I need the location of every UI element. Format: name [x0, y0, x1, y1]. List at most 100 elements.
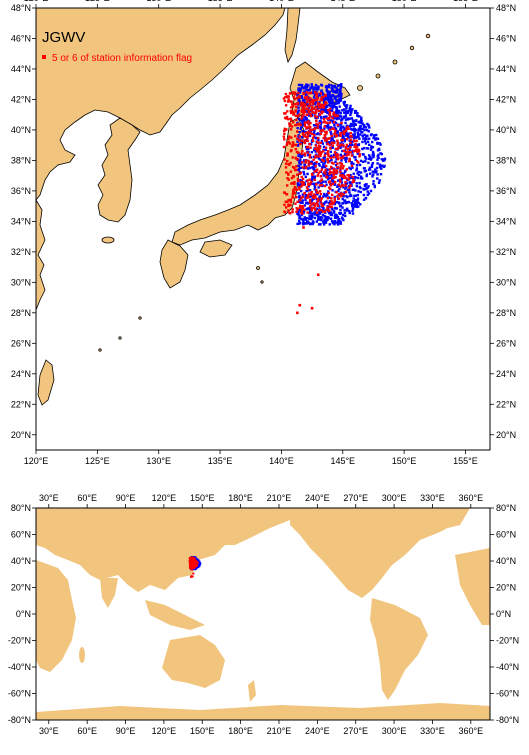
flag-station-point — [335, 155, 338, 158]
flag-station-point — [314, 156, 317, 159]
bottom-xtick-label-top: 120°E — [152, 493, 177, 503]
station-point — [298, 221, 302, 225]
flag-station-point — [332, 111, 335, 114]
station-point — [368, 166, 372, 169]
flag-station-point — [298, 172, 302, 175]
flag-station-point — [308, 192, 311, 195]
station-point — [314, 101, 318, 104]
station-point — [313, 184, 316, 187]
flag-station-point — [325, 130, 328, 134]
station-point — [347, 200, 351, 204]
station-point — [349, 122, 353, 126]
station-point — [311, 175, 314, 178]
station-point — [325, 195, 328, 198]
station-point — [336, 185, 339, 188]
station-point — [367, 161, 370, 165]
flag-station-point — [301, 103, 304, 107]
flag-station-point — [350, 135, 353, 138]
station-point — [320, 121, 323, 124]
station-point — [302, 173, 306, 176]
station-point — [330, 140, 333, 143]
station-point — [341, 202, 344, 205]
station-point — [310, 213, 313, 217]
station-point — [304, 198, 307, 202]
flag-station-point — [352, 149, 356, 153]
station-point — [299, 189, 303, 193]
flag-station-point — [289, 123, 292, 126]
global-flag-station-point — [191, 560, 194, 563]
bottom-xtick-label-top: 30°E — [39, 493, 59, 503]
flag-station-point — [291, 196, 295, 199]
flag-station-point — [340, 163, 344, 166]
station-point — [365, 128, 369, 132]
station-point — [356, 176, 359, 180]
station-point — [339, 211, 343, 215]
station-point — [300, 83, 304, 87]
global-flag-station-point — [190, 566, 193, 569]
flag-station-point — [284, 206, 288, 209]
flag-station-point — [346, 125, 349, 129]
bottom-ytick-label-right: -60°N — [496, 689, 519, 699]
top-xtick-label-top: 120°E — [24, 0, 49, 3]
flag-station-point — [352, 178, 355, 182]
station-point — [349, 113, 352, 117]
station-point — [325, 88, 328, 91]
station-point — [366, 193, 369, 197]
flag-station-point — [335, 169, 339, 172]
flag-station-point — [307, 183, 310, 186]
flag-station-point — [293, 103, 297, 106]
flag-station-point — [344, 190, 348, 193]
station-point — [318, 218, 321, 221]
bottom-ytick-label-left: 80°N — [11, 503, 31, 513]
global-flag-station-point — [190, 567, 193, 570]
station-point — [322, 148, 325, 152]
station-point — [312, 96, 316, 99]
flag-station-point — [286, 159, 289, 163]
station-point — [365, 183, 368, 186]
flag-station-point — [287, 95, 290, 98]
station-point — [361, 153, 365, 156]
flag-station-point — [315, 160, 318, 164]
flag-station-point — [345, 154, 348, 157]
flag-station-point — [309, 193, 313, 196]
flag-station-point — [341, 156, 344, 159]
flag-station-point — [296, 177, 300, 181]
flag-station-point — [307, 109, 310, 112]
station-point — [327, 140, 331, 144]
station-point — [329, 217, 333, 220]
flag-station-point — [323, 210, 327, 213]
station-point — [340, 130, 343, 133]
bottom-ytick-label-right: -40°N — [496, 662, 519, 672]
flag-station-point — [309, 146, 312, 149]
station-point — [340, 177, 344, 180]
station-point — [366, 186, 369, 189]
top-xtick-label-top: 145°E — [330, 0, 355, 3]
flag-station-point — [302, 109, 305, 112]
china-coast — [36, 199, 46, 311]
flag-station-point — [308, 205, 312, 208]
station-point — [363, 124, 366, 127]
station-point — [309, 222, 312, 226]
bottom-ytick-label-left: -40°N — [8, 662, 31, 672]
station-point — [298, 216, 301, 220]
flag-station-point — [308, 142, 311, 146]
flag-station-point — [297, 139, 301, 142]
station-point — [354, 189, 357, 192]
antarctica — [36, 703, 490, 720]
flag-station-point — [303, 153, 307, 157]
station-point — [297, 211, 300, 214]
global-flag-station-point — [188, 566, 191, 569]
top-xtick-label-bottom: 155°E — [453, 456, 478, 466]
india — [100, 578, 118, 608]
station-point — [299, 201, 303, 204]
flag-station-point — [293, 182, 296, 186]
global-flag-station-point — [192, 559, 195, 562]
flag-station-point — [304, 159, 307, 162]
station-point — [334, 97, 337, 100]
flag-station-point — [320, 178, 324, 181]
station-point — [345, 186, 348, 189]
flag-station-point — [328, 144, 332, 147]
flag-station-point — [305, 91, 308, 94]
flag-station-point — [339, 156, 342, 159]
flag-station-point — [310, 172, 314, 176]
